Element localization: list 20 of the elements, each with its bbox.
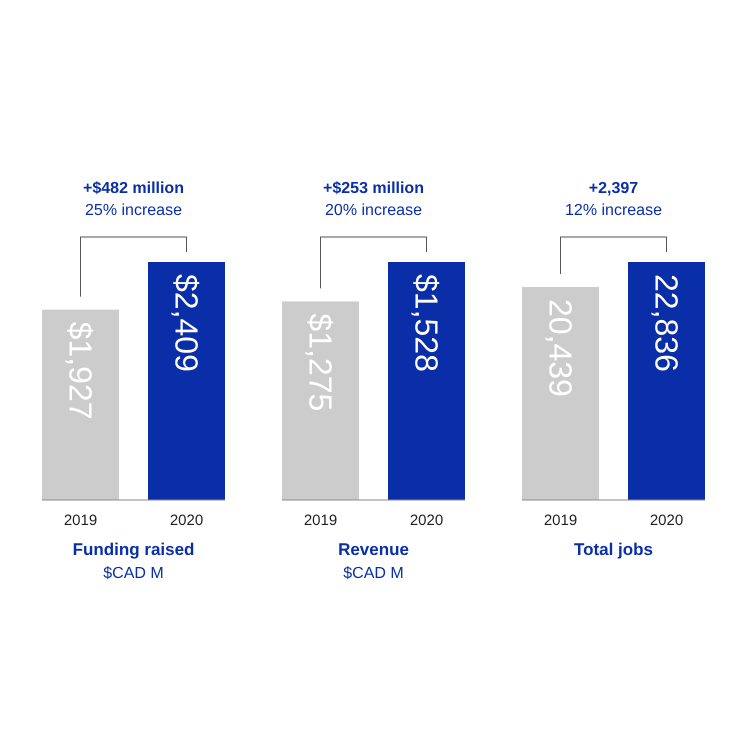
text: $CAD M — [343, 565, 404, 582]
text: +$253 million — [323, 180, 424, 197]
x-tick-label: 2019 — [304, 512, 338, 529]
data-label: $2,409 — [168, 274, 204, 372]
text: $CAD M — [103, 565, 164, 582]
text: +2,397 — [588, 180, 638, 197]
x-tick-label: 2019 — [64, 512, 98, 529]
x-tick-label: 2020 — [170, 512, 204, 529]
x-tick-label: 2020 — [650, 512, 684, 529]
data-label: 22,836 — [648, 274, 684, 372]
text: 12% increase — [565, 202, 662, 219]
text: Total jobs — [574, 540, 654, 559]
text: +$482 million — [83, 180, 184, 197]
text: Revenue — [338, 540, 409, 559]
text: 20% increase — [325, 202, 422, 219]
x-tick-label: 2020 — [410, 512, 444, 529]
data-label: $1,528 — [408, 274, 444, 372]
text: Funding raised — [72, 540, 194, 559]
text: 25% increase — [85, 202, 182, 219]
x-tick-label: 2019 — [544, 512, 578, 529]
